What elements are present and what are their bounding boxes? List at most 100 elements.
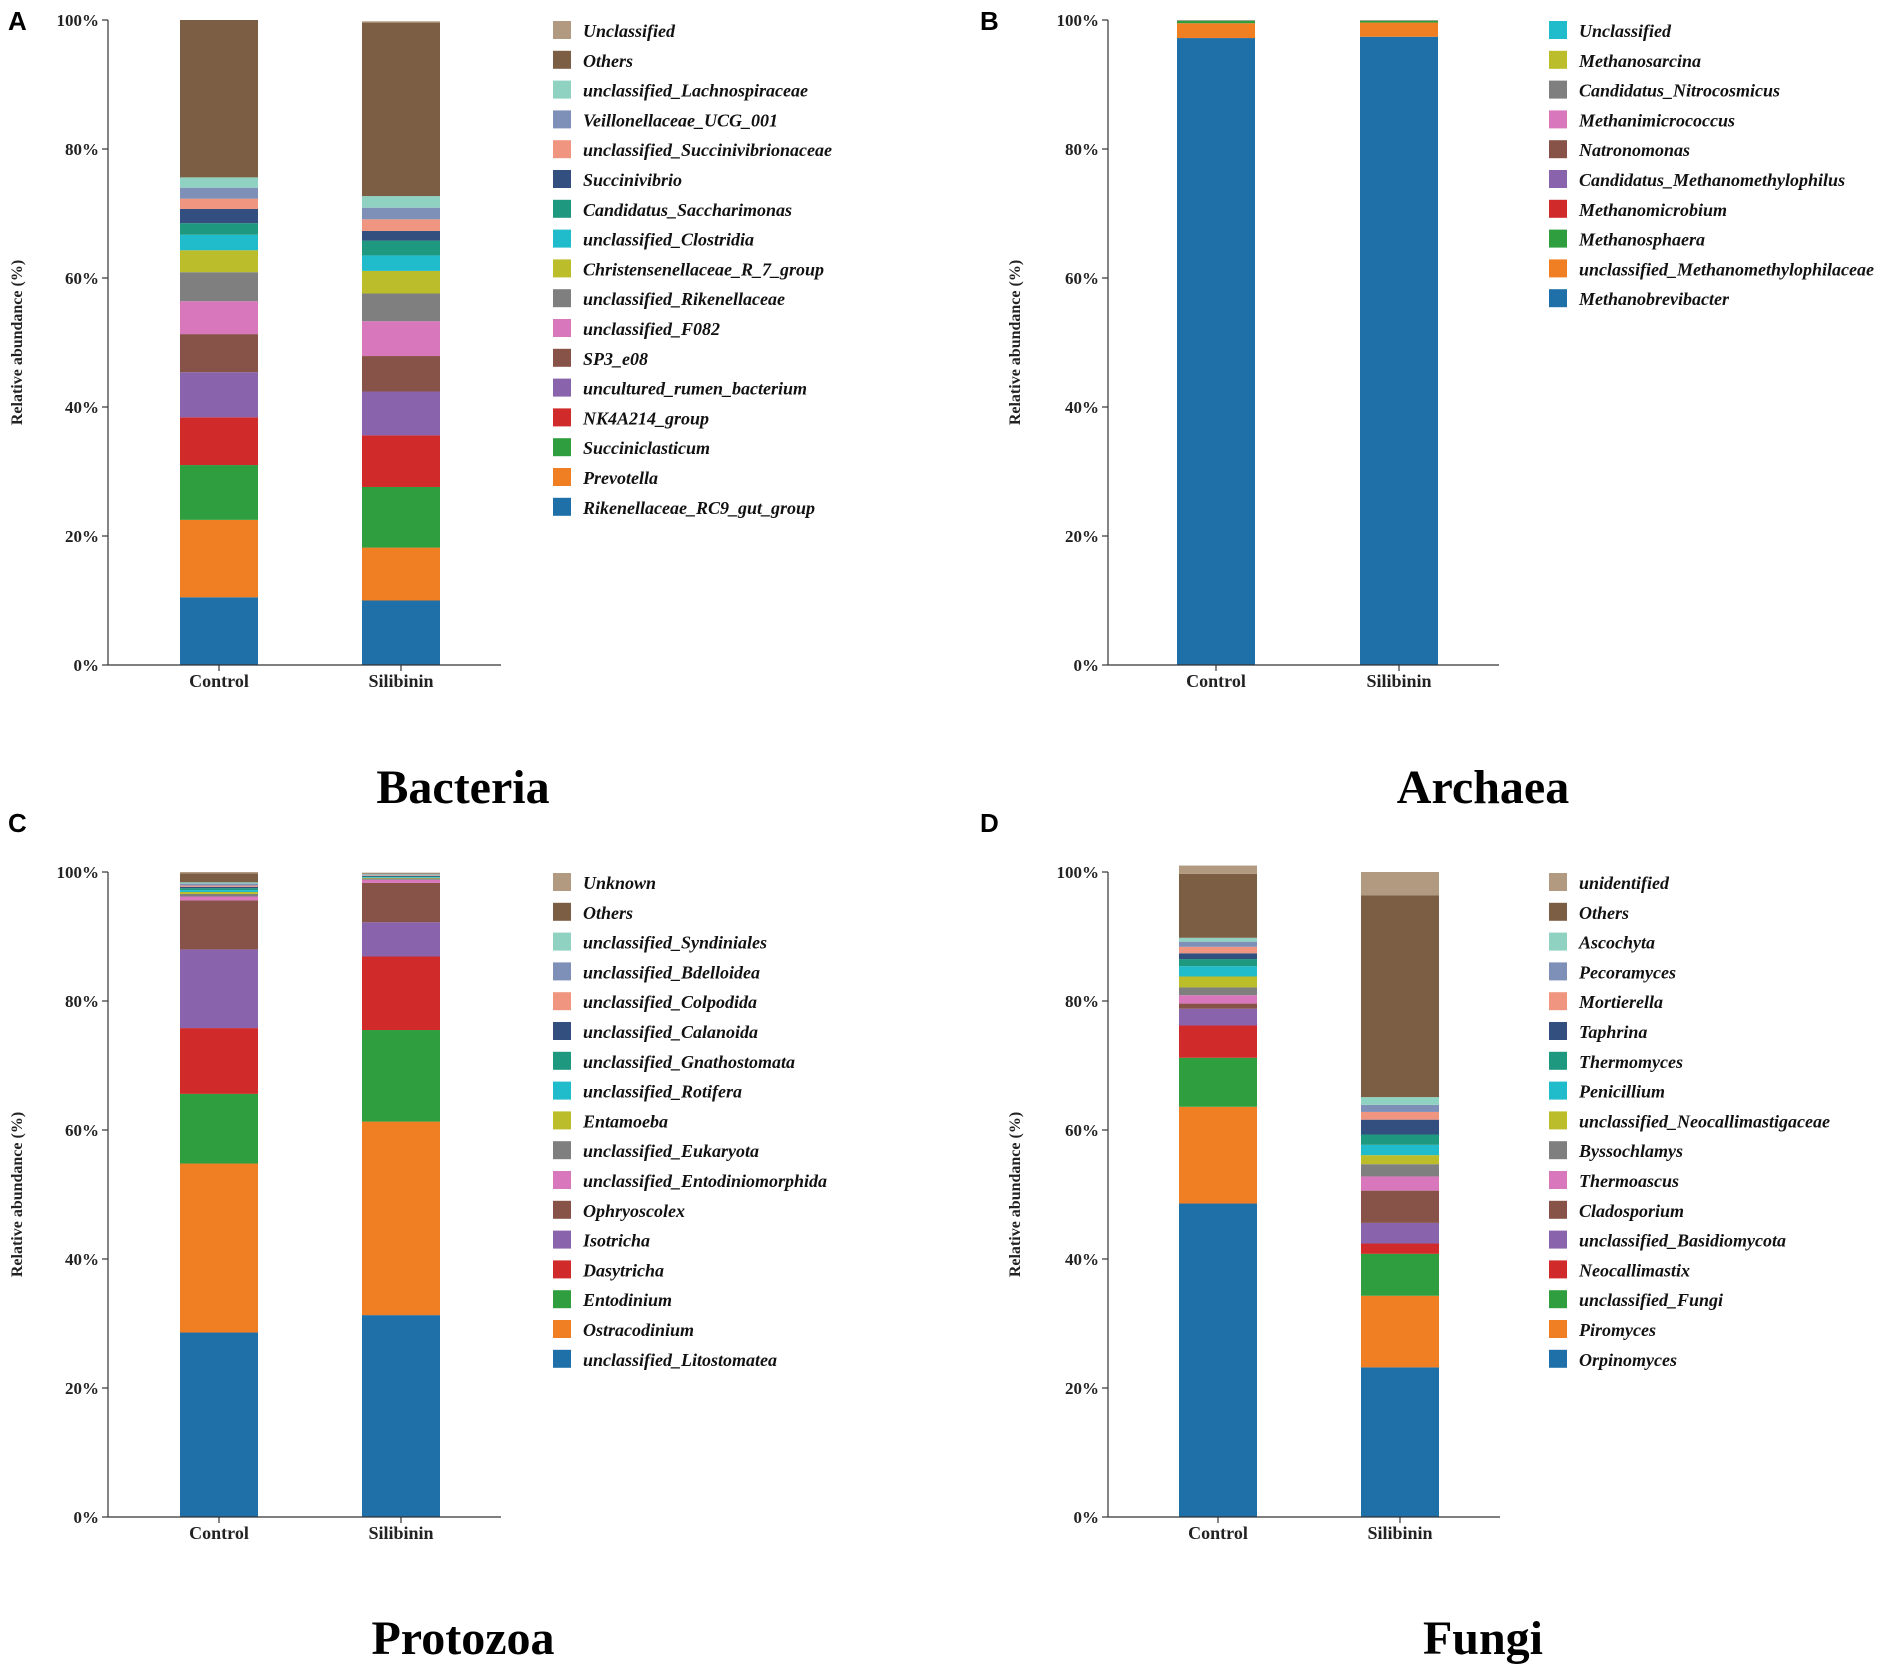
bar-segment-unclassified-rotifera xyxy=(180,890,258,892)
legend-swatch-penicillium xyxy=(1549,1081,1567,1100)
bar-segment-unclassified-calanoida xyxy=(362,875,440,877)
y-tick-label: 40% xyxy=(65,398,99,417)
legend: unidentified Others Ascochyta Pecoramyces Mo… xyxy=(1549,873,1830,1370)
bar-segment-entamoeba xyxy=(362,877,440,879)
legend-swatch-candidatus-saccharimonas xyxy=(553,199,571,218)
legend-label-succinivibrio: Succinivibrio xyxy=(583,170,682,190)
bar-segment-unclassified-f082 xyxy=(180,301,258,335)
bar-segment-methanosphaera xyxy=(1177,20,1255,24)
legend-label-methanobrevibacter: Methanobrevibacter xyxy=(1578,289,1730,309)
bar-segment-prevotella xyxy=(362,547,440,601)
bar-segment-piromyces xyxy=(1361,1295,1439,1368)
legend-label-christensenellaceae-r-7-group: Christensenellaceae_R_7_group xyxy=(583,259,824,279)
legend-label-byssochlamys: Byssochlamys xyxy=(1578,1141,1683,1161)
panel-title: Archaea xyxy=(1397,761,1569,814)
legend-label-candidatus-nitrocosmicus: Candidatus_Nitrocosmicus xyxy=(1579,81,1780,101)
legend-swatch-unidentified xyxy=(1549,873,1567,891)
legend-swatch-natronomonas xyxy=(1549,140,1567,159)
legend-label-piromyces: Piromyces xyxy=(1578,1320,1656,1340)
legend-swatch-unclassified-rikenellaceae xyxy=(553,289,571,308)
y-tick-label: 80% xyxy=(1065,992,1099,1011)
legend-label-mortierella: Mortierella xyxy=(1578,992,1663,1012)
bar-segment-unclassified-fungi xyxy=(1361,1253,1439,1296)
bar-stack-silibinin xyxy=(1360,20,1438,665)
chart-panel-bacteria: A 0% 20% 40% 60% 80% 100% Control Silibinin Relat… xyxy=(8,6,832,814)
legend-label-ascochyta: Ascochyta xyxy=(1578,933,1655,953)
bar-segment-unclassified-methanomethylophilaceae xyxy=(1177,23,1255,39)
bar-segment-penicillium xyxy=(1179,966,1257,977)
legend-swatch-unclassified-entodiniomorphida xyxy=(553,1171,571,1189)
legend-label-unclassified-litostomatea: unclassified_Litostomatea xyxy=(583,1350,777,1370)
bar-stack-silibinin xyxy=(362,872,440,1517)
y-tick-label: 40% xyxy=(65,1250,99,1269)
legend-swatch-others xyxy=(1549,902,1567,921)
legend-swatch-unclassified-fungi xyxy=(1549,1290,1567,1309)
legend-swatch-methanosphaera xyxy=(1549,229,1567,248)
bar-segment-entamoeba xyxy=(180,891,258,894)
bar-segment-others xyxy=(180,20,258,178)
bar-segment-unclassified-litostomatea xyxy=(180,1332,258,1517)
legend-label-rikenellaceae-rc9-gut-group: Rikenellaceae_RC9_gut_group xyxy=(582,498,815,518)
bar-stack-silibinin xyxy=(362,21,440,665)
bar-segment-mortierella xyxy=(1361,1111,1439,1120)
bar-segment-pecoramyces xyxy=(1179,941,1257,947)
x-tick-label-silibinin: Silibinin xyxy=(1367,1523,1432,1543)
bar-segment-unclassified-entodiniomorphida xyxy=(180,896,258,901)
x-tick-label-control: Control xyxy=(1188,1523,1248,1543)
legend-label-orpinomyces: Orpinomyces xyxy=(1579,1350,1677,1370)
legend-swatch-sp3-e08 xyxy=(553,348,571,367)
bar-segment-unclassified-colpodida xyxy=(180,885,258,887)
panel-title: Bacteria xyxy=(376,761,549,814)
bar-segment-christensenellaceae-r-7-group xyxy=(362,270,440,294)
y-tick-label: 60% xyxy=(1065,269,1099,288)
bar-segment-thermoascus xyxy=(1361,1176,1439,1191)
y-tick-label: 80% xyxy=(65,992,99,1011)
legend-label-unclassified-eukaryota: unclassified_Eukaryota xyxy=(583,1141,759,1161)
legend-label-sp3-e08: SP3_e08 xyxy=(583,349,648,369)
legend-label-unclassified-neocallimastigaceae: unclassified_Neocallimastigaceae xyxy=(1579,1111,1830,1131)
legend-swatch-candidatus-methanomethylophilus xyxy=(1549,170,1567,188)
y-tick-label: 100% xyxy=(57,863,100,882)
bar-segment-rikenellaceae-rc9-gut-group xyxy=(180,597,258,665)
legend-label-veillonellaceae-ucg-001: Veillonellaceae_UCG_001 xyxy=(583,110,778,130)
bar-segment-unclassified-syndiniales xyxy=(362,873,440,875)
bar-segment-dasytricha xyxy=(362,956,440,1031)
bar-segment-sp3-e08 xyxy=(180,334,258,373)
legend-swatch-pecoramyces xyxy=(1549,962,1567,981)
legend-label-thermoascus: Thermoascus xyxy=(1579,1171,1679,1191)
bar-segment-byssochlamys xyxy=(1179,987,1257,996)
y-tick-label: 0% xyxy=(74,1508,100,1527)
bar-segment-ascochyta xyxy=(1179,937,1257,942)
legend-swatch-unclassified-f082 xyxy=(553,319,571,337)
bar-segment-unidentified xyxy=(1179,865,1257,874)
bar-segment-unclassified-methanomethylophilaceae xyxy=(1360,22,1438,37)
legend-label-unclassified-colpodida: unclassified_Colpodida xyxy=(583,992,757,1012)
x-tick-label-control: Control xyxy=(189,671,249,691)
bar-segment-candidatus-saccharimonas xyxy=(180,223,258,235)
bar-segment-others xyxy=(362,22,440,197)
y-axis-title: Relative abundance (%) xyxy=(9,260,26,425)
bar-segment-piromyces xyxy=(1179,1106,1257,1204)
legend-label-unclassified: Unclassified xyxy=(1579,21,1672,41)
bar-segment-entodinium xyxy=(362,1030,440,1122)
legend-label-unclassified-fungi: unclassified_Fungi xyxy=(1579,1290,1723,1310)
y-tick-label: 20% xyxy=(65,527,99,546)
bar-segment-unclassified-neocallimastigaceae xyxy=(1179,976,1257,988)
bar-segment-others xyxy=(180,873,258,883)
bar-segment-unclassified-succinivibrionaceae xyxy=(180,198,258,209)
bar-segment-unclassified-gnathostomata xyxy=(180,888,258,891)
bar-segment-unclassified-syndiniales xyxy=(180,882,258,884)
legend-swatch-unclassified-neocallimastigaceae xyxy=(1549,1111,1567,1130)
legend-label-uncultured-rumen-bacterium: uncultured_rumen_bacterium xyxy=(583,379,807,399)
legend-label-unclassified-basidiomycota: unclassified_Basidiomycota xyxy=(1579,1231,1786,1251)
legend-swatch-neocallimastix xyxy=(1549,1260,1567,1279)
bar-stack-control xyxy=(180,20,258,665)
legend-label-penicillium: Penicillium xyxy=(1578,1082,1665,1102)
legend-swatch-unclassified-eukaryota xyxy=(553,1141,571,1160)
legend-label-prevotella: Prevotella xyxy=(582,468,658,488)
legend-swatch-veillonellaceae-ucg-001 xyxy=(553,110,571,129)
legend-swatch-methanomicrobium xyxy=(1549,199,1567,218)
y-tick-label: 0% xyxy=(1074,1508,1100,1527)
bar-segment-ophryoscolex xyxy=(180,900,258,950)
bar-segment-entodinium xyxy=(180,1093,258,1164)
